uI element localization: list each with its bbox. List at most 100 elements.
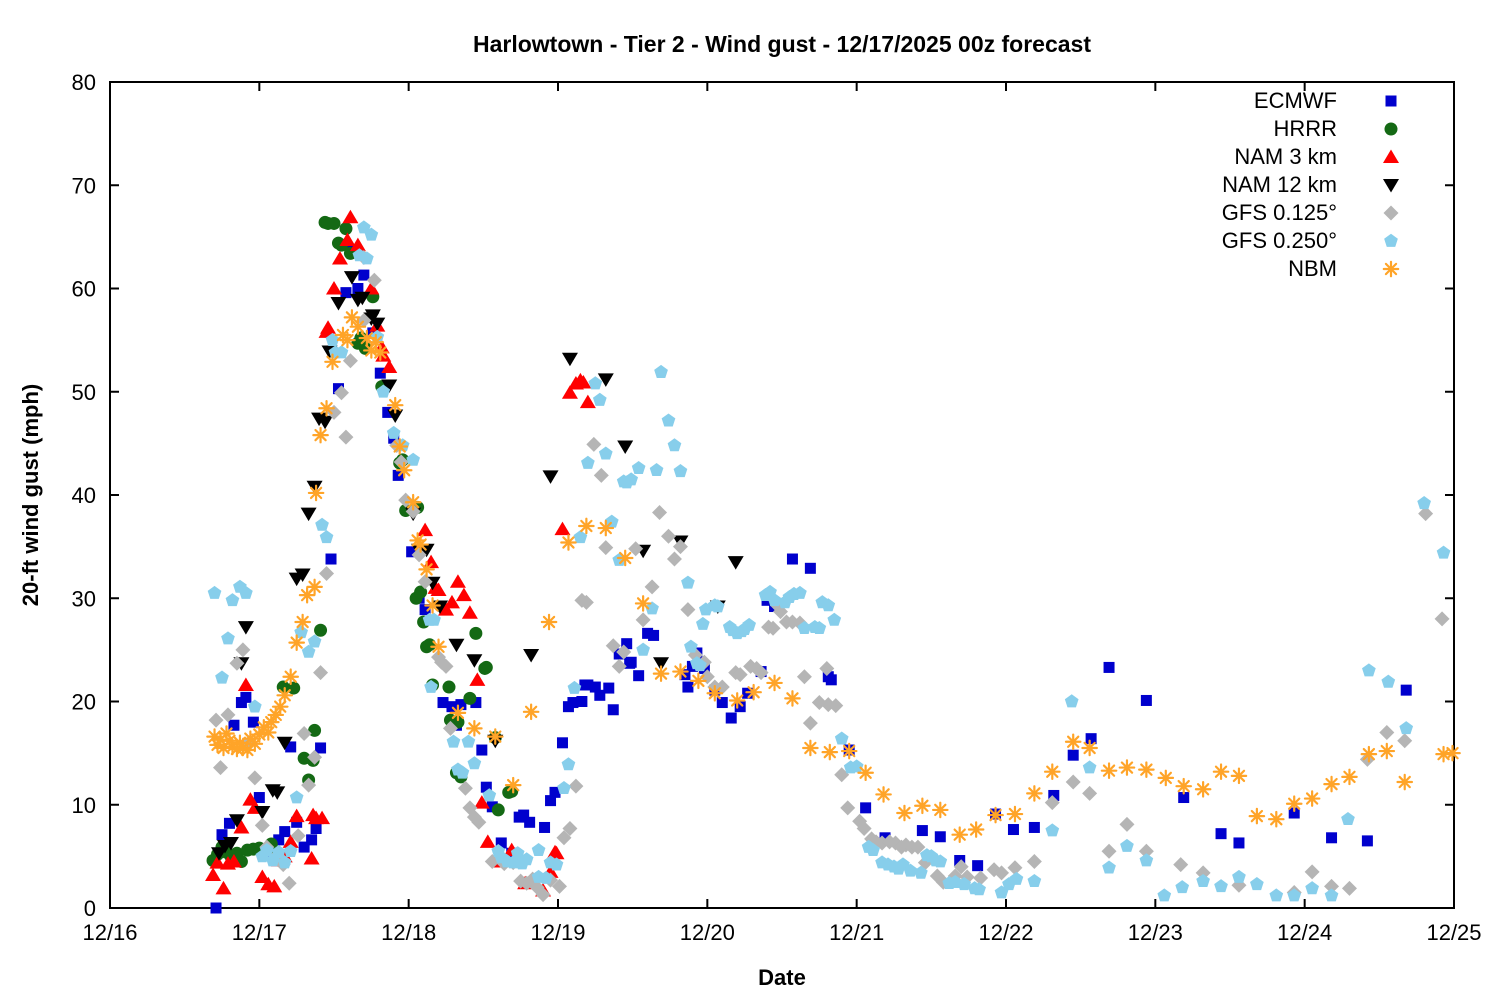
legend-marker-pentagon-icon bbox=[1384, 233, 1398, 247]
data-point bbox=[856, 820, 872, 836]
series-gfs-0-125- bbox=[208, 250, 1450, 903]
data-point bbox=[1028, 821, 1040, 833]
x-tick-label: 12/16 bbox=[82, 920, 137, 945]
data-point bbox=[1175, 880, 1190, 894]
legend-marker-triangle-down-icon bbox=[1383, 179, 1399, 193]
data-point bbox=[455, 699, 467, 711]
data-point bbox=[340, 287, 352, 299]
data-point bbox=[1138, 761, 1155, 778]
data-point bbox=[339, 331, 356, 349]
data-point bbox=[849, 759, 864, 773]
data-point bbox=[216, 829, 228, 841]
data-point bbox=[298, 841, 310, 853]
legend-label: GFS 0.250° bbox=[1222, 228, 1337, 253]
data-point bbox=[391, 438, 409, 455]
data-point bbox=[840, 742, 858, 760]
data-point bbox=[366, 272, 382, 288]
data-point bbox=[1048, 789, 1060, 801]
data-point bbox=[605, 638, 621, 654]
legend-marker-diamond-icon bbox=[1383, 205, 1399, 221]
data-point bbox=[557, 781, 571, 795]
data-point bbox=[369, 317, 386, 332]
legend-marker-square-icon bbox=[1385, 95, 1397, 107]
data-point bbox=[221, 631, 235, 645]
data-point bbox=[364, 309, 381, 323]
data-point bbox=[1214, 879, 1228, 893]
data-point bbox=[786, 553, 798, 565]
data-point bbox=[504, 776, 522, 794]
data-point bbox=[306, 578, 323, 596]
data-point bbox=[411, 547, 427, 563]
data-point bbox=[325, 553, 337, 565]
data-point bbox=[519, 852, 534, 866]
legend-item-nbm: NBM bbox=[1288, 256, 1400, 281]
data-point bbox=[562, 820, 578, 836]
data-point bbox=[1178, 792, 1190, 804]
data-point bbox=[363, 281, 380, 295]
data-point bbox=[281, 875, 297, 891]
data-point bbox=[987, 806, 1004, 824]
data-point bbox=[306, 834, 318, 846]
data-point bbox=[303, 850, 320, 865]
data-point bbox=[903, 863, 918, 877]
data-point bbox=[523, 649, 540, 663]
data-point bbox=[766, 674, 783, 692]
data-point bbox=[561, 757, 576, 771]
data-point bbox=[834, 731, 849, 745]
data-point bbox=[967, 821, 985, 838]
data-point bbox=[575, 374, 592, 389]
series-hrrr bbox=[206, 215, 519, 869]
data-point bbox=[1006, 805, 1024, 823]
data-point bbox=[279, 826, 291, 838]
data-point bbox=[1212, 763, 1230, 781]
data-point bbox=[290, 828, 306, 844]
data-point bbox=[289, 790, 304, 804]
data-point bbox=[589, 681, 601, 693]
data-point bbox=[307, 749, 323, 765]
data-point bbox=[247, 716, 259, 728]
data-point bbox=[301, 777, 317, 793]
data-point bbox=[381, 379, 398, 394]
data-point bbox=[1175, 777, 1193, 795]
data-point bbox=[1195, 865, 1211, 881]
y-tick-label: 30 bbox=[72, 586, 96, 611]
series-layer bbox=[205, 209, 1461, 914]
data-point bbox=[296, 726, 312, 742]
data-point bbox=[556, 830, 572, 846]
data-point bbox=[1341, 812, 1355, 826]
data-point bbox=[796, 669, 812, 685]
data-point bbox=[466, 654, 483, 668]
data-point bbox=[603, 682, 615, 694]
data-point bbox=[1285, 795, 1303, 813]
data-point bbox=[1196, 873, 1210, 887]
data-point bbox=[357, 220, 371, 234]
data-point bbox=[910, 839, 926, 855]
data-point bbox=[271, 845, 286, 859]
data-point bbox=[276, 736, 293, 751]
data-point bbox=[1324, 878, 1340, 894]
data-point bbox=[225, 854, 242, 868]
data-point bbox=[524, 816, 536, 828]
series-gfs-0-250- bbox=[207, 220, 1451, 902]
data-point bbox=[327, 216, 341, 230]
data-point bbox=[306, 480, 323, 495]
x-tick-label: 12/21 bbox=[829, 920, 884, 945]
data-point bbox=[269, 786, 286, 800]
data-point bbox=[1444, 744, 1461, 762]
data-point bbox=[418, 561, 435, 578]
data-point bbox=[972, 882, 986, 896]
data-point bbox=[307, 634, 322, 648]
data-point bbox=[1324, 888, 1339, 902]
data-point bbox=[486, 801, 498, 813]
data-point bbox=[672, 663, 689, 680]
data-point bbox=[579, 394, 596, 409]
x-tick-label: 12/24 bbox=[1277, 920, 1332, 945]
data-point bbox=[349, 318, 367, 336]
data-point bbox=[1341, 880, 1357, 896]
data-point bbox=[1103, 661, 1115, 673]
data-point bbox=[1434, 611, 1450, 627]
data-point bbox=[294, 568, 311, 583]
data-point bbox=[821, 598, 836, 612]
data-point bbox=[253, 792, 265, 804]
data-point bbox=[285, 741, 297, 753]
